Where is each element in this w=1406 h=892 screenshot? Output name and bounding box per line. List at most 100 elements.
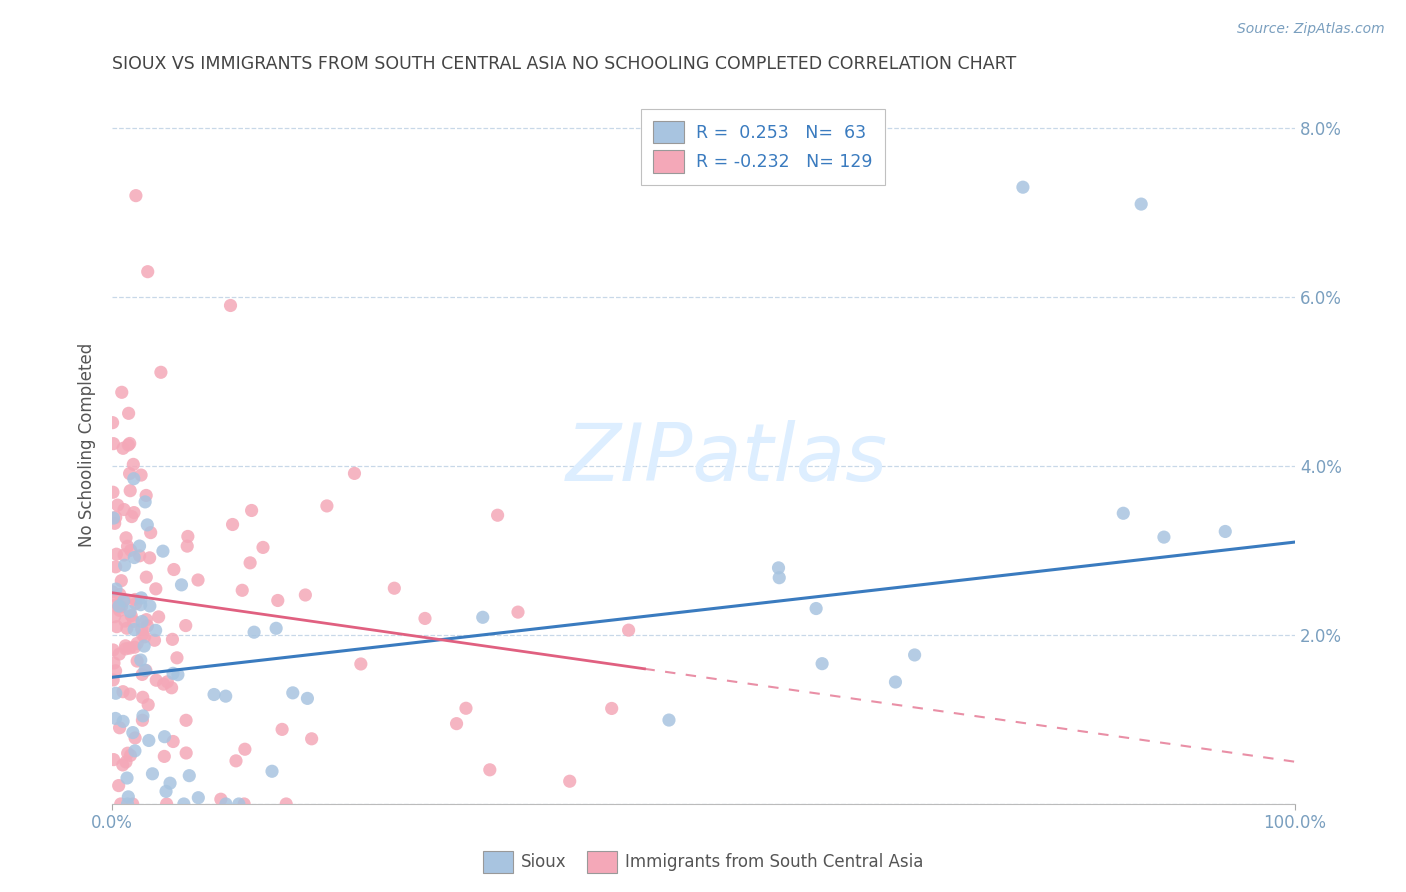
Point: [108, 599, 131, 614]
Point: [156, 797, 179, 811]
Point: [127, 636, 149, 650]
Point: [105, 582, 128, 596]
Point: [1112, 506, 1135, 520]
Point: [112, 502, 135, 516]
Point: [139, 525, 162, 540]
Point: [108, 603, 131, 617]
Point: [117, 438, 139, 452]
Point: [617, 623, 640, 637]
Point: [1130, 197, 1153, 211]
Point: [135, 570, 157, 584]
Point: [114, 558, 136, 573]
Point: [114, 614, 136, 628]
Point: [104, 510, 127, 524]
Point: [108, 647, 131, 661]
Point: [136, 517, 159, 532]
Point: [260, 764, 283, 779]
Point: [170, 578, 193, 592]
Point: [138, 733, 160, 747]
Y-axis label: No Schooling Completed: No Schooling Completed: [79, 343, 96, 547]
Point: [117, 789, 139, 804]
Point: [231, 583, 253, 598]
Point: [103, 753, 125, 767]
Point: [125, 597, 148, 611]
Point: [152, 677, 174, 691]
Point: [104, 559, 127, 574]
Point: [233, 742, 256, 756]
Point: [128, 549, 150, 563]
Point: [129, 598, 152, 612]
Point: [101, 485, 124, 500]
Point: [117, 539, 139, 553]
Point: [118, 641, 141, 656]
Point: [149, 365, 172, 379]
Point: [101, 416, 124, 430]
Point: [118, 687, 141, 701]
Point: [136, 619, 159, 633]
Point: [471, 610, 494, 624]
Point: [120, 608, 142, 623]
Point: [153, 749, 176, 764]
Point: [145, 624, 167, 638]
Point: [121, 509, 143, 524]
Point: [122, 506, 145, 520]
Point: [382, 581, 405, 595]
Point: [134, 495, 156, 509]
Point: [219, 298, 242, 312]
Point: [131, 591, 153, 605]
Point: [166, 650, 188, 665]
Legend: Sioux, Immigrants from South Central Asia: Sioux, Immigrants from South Central Asi…: [477, 845, 929, 880]
Point: [118, 467, 141, 481]
Point: [134, 639, 156, 653]
Point: [134, 663, 156, 677]
Point: [131, 713, 153, 727]
Point: [105, 620, 128, 634]
Point: [239, 556, 262, 570]
Point: [135, 664, 157, 678]
Point: [122, 623, 145, 637]
Point: [135, 488, 157, 502]
Point: [114, 639, 136, 653]
Point: [104, 711, 127, 725]
Point: [1153, 530, 1175, 544]
Point: [138, 550, 160, 565]
Point: [111, 684, 134, 698]
Point: [122, 458, 145, 472]
Point: [110, 574, 132, 588]
Point: [104, 516, 127, 531]
Point: [101, 643, 124, 657]
Point: [108, 599, 131, 613]
Point: [135, 613, 157, 627]
Point: [114, 641, 136, 656]
Point: [131, 615, 153, 629]
Point: [152, 544, 174, 558]
Point: [215, 797, 238, 811]
Point: [271, 723, 294, 737]
Point: [167, 667, 190, 681]
Point: [115, 771, 138, 785]
Point: [276, 797, 298, 811]
Point: [120, 605, 142, 619]
Point: [104, 664, 127, 678]
Point: [506, 605, 529, 619]
Point: [148, 610, 170, 624]
Point: [454, 701, 477, 715]
Point: [112, 594, 135, 608]
Point: [350, 657, 373, 671]
Point: [132, 709, 155, 723]
Point: [124, 731, 146, 745]
Point: [121, 725, 143, 739]
Point: [884, 675, 907, 690]
Point: [105, 547, 128, 561]
Point: [176, 539, 198, 553]
Point: [118, 436, 141, 450]
Point: [215, 689, 238, 703]
Point: [413, 611, 436, 625]
Point: [177, 529, 200, 543]
Point: [233, 797, 256, 811]
Point: [107, 779, 129, 793]
Point: [103, 656, 125, 670]
Point: [155, 784, 177, 798]
Point: [162, 734, 184, 748]
Point: [301, 731, 323, 746]
